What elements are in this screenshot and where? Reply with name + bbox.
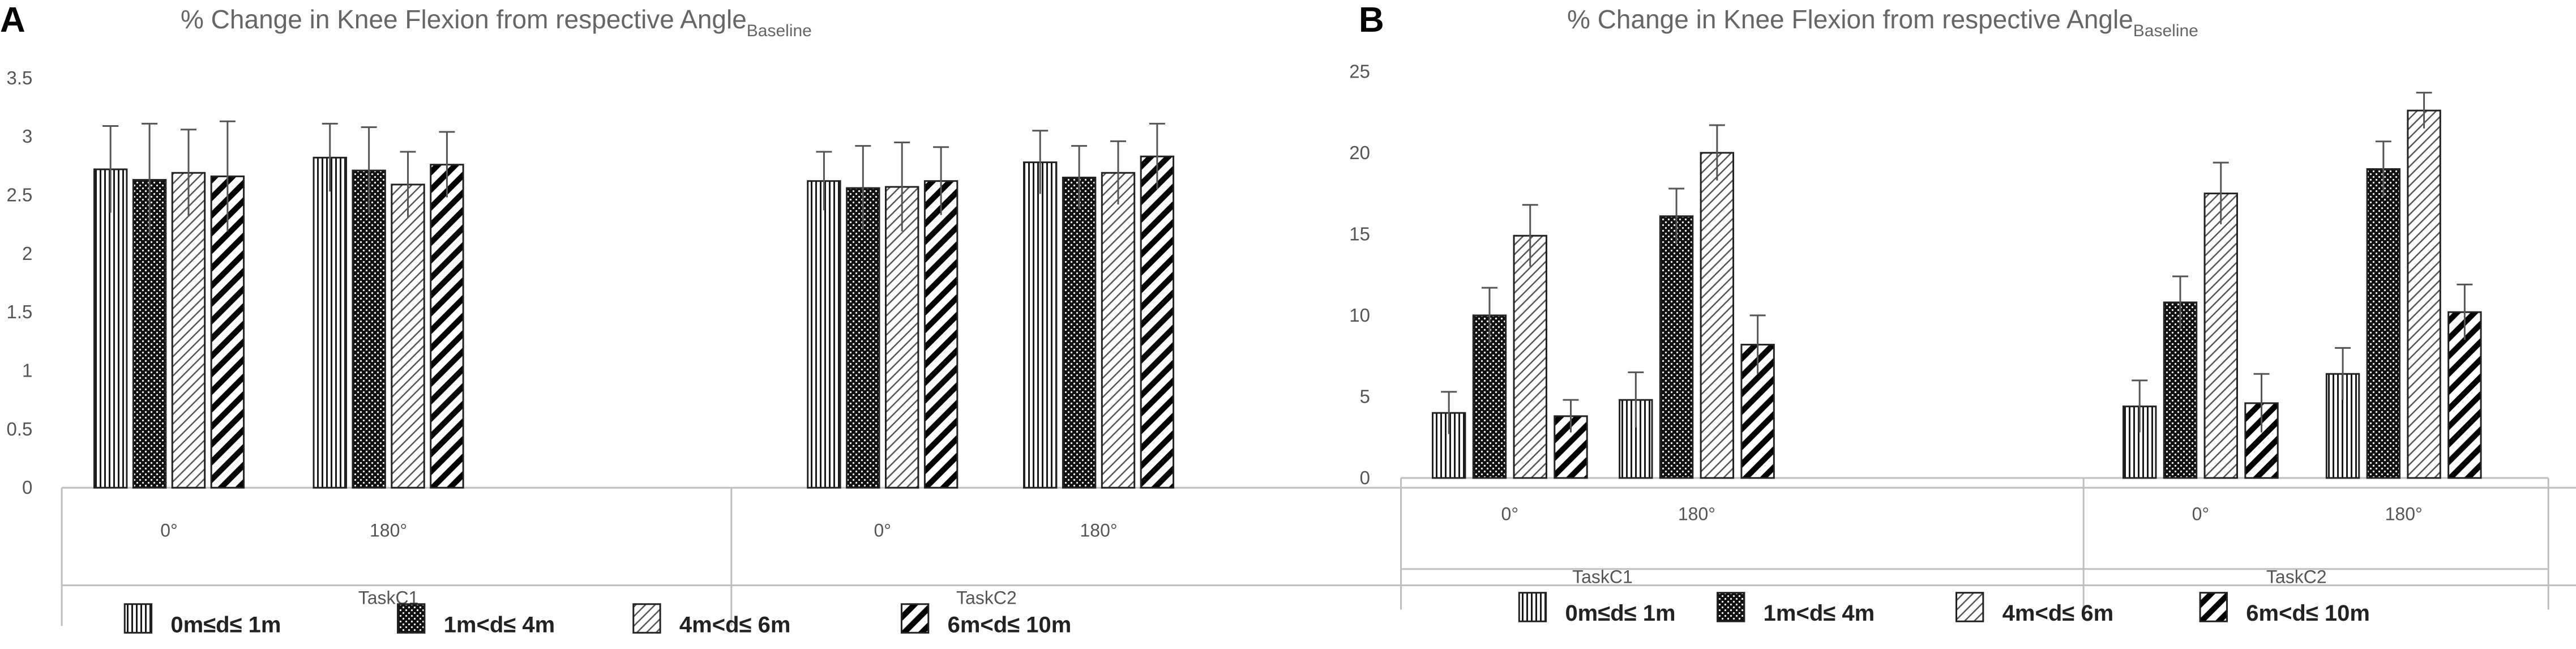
legend-label: 1m<d≤ 4m bbox=[444, 612, 555, 637]
angle-label: 0° bbox=[1501, 504, 1519, 524]
panel-a: A % Change in Knee Flexion from respecti… bbox=[0, 1, 2576, 637]
y-tick-label: 10 bbox=[1349, 305, 1370, 326]
y-tick-label: 3 bbox=[22, 126, 32, 147]
error-bars bbox=[1441, 92, 2473, 434]
bar bbox=[1700, 152, 1735, 479]
chart-title: % Change in Knee Flexion from respective… bbox=[181, 5, 812, 40]
bar bbox=[1659, 215, 1694, 479]
angle-label: 180° bbox=[2385, 504, 2423, 524]
angle-label: 180° bbox=[1678, 504, 1715, 524]
category-labels: 0° 180° TaskC1 0° 180° TaskC2 bbox=[1501, 504, 2423, 587]
y-tick-label: 0 bbox=[1360, 467, 1370, 488]
angle-label: 0° bbox=[160, 520, 178, 540]
bar bbox=[2447, 311, 2482, 479]
y-axis-ticks: 0 0.5 1 1.5 2 2.5 3 3.5 bbox=[7, 67, 33, 498]
legend-label: 4m<d≤ 6m bbox=[679, 612, 790, 637]
bar bbox=[2407, 109, 2441, 479]
y-tick-label: 0 bbox=[22, 477, 32, 498]
angle-label: 0° bbox=[2192, 504, 2210, 524]
error-bars bbox=[102, 120, 1165, 236]
bar bbox=[885, 186, 919, 489]
bar bbox=[132, 179, 167, 489]
task-label: TaskC2 bbox=[956, 588, 1017, 608]
y-tick-label: 20 bbox=[1349, 142, 1370, 163]
bar bbox=[391, 183, 425, 489]
bar bbox=[807, 180, 841, 489]
bar bbox=[1023, 161, 1058, 489]
y-tick-label: 15 bbox=[1349, 223, 1370, 244]
chart-title-main: % Change in Knee Flexion from respective… bbox=[1567, 5, 2133, 34]
panel-b: B % Change in Knee Flexion from respecti… bbox=[1349, 1, 2549, 626]
legend-swatch bbox=[900, 603, 930, 634]
y-tick-label: 5 bbox=[1360, 386, 1370, 407]
y-axis-ticks: 0 5 10 15 20 25 bbox=[1349, 61, 1370, 488]
bar bbox=[2203, 193, 2238, 479]
bar bbox=[313, 156, 347, 489]
legend-label: 0m≤d≤ 1m bbox=[1565, 601, 1675, 626]
angle-label: 180° bbox=[1080, 520, 1117, 540]
legend-swatch bbox=[123, 603, 153, 634]
angle-label: 0° bbox=[874, 520, 891, 540]
bar bbox=[2163, 301, 2198, 479]
chart-title: % Change in Knee Flexion from respective… bbox=[1567, 5, 2198, 40]
legend-label: 1m<d≤ 4m bbox=[1764, 601, 1875, 626]
legend-swatch bbox=[1955, 592, 1984, 622]
legend-swatch bbox=[1717, 592, 1745, 622]
legend-label: 6m<d≤ 10m bbox=[948, 612, 1072, 637]
chart-title-subscript: Baseline bbox=[2133, 22, 2198, 40]
legend: 0m≤d≤ 1m 1m<d≤ 4m 4m<d≤ 6m 6m<d≤ 10m bbox=[1518, 592, 2370, 626]
legend-swatch bbox=[397, 603, 426, 634]
bar bbox=[923, 180, 958, 489]
bar bbox=[2366, 168, 2401, 479]
bar bbox=[171, 172, 206, 489]
task-label: TaskC1 bbox=[1572, 566, 1633, 587]
axes bbox=[61, 486, 2576, 626]
panel-label: B bbox=[1359, 1, 1384, 40]
axes bbox=[1400, 477, 2549, 610]
y-tick-label: 2.5 bbox=[7, 184, 33, 205]
y-tick-label: 0.5 bbox=[7, 419, 33, 439]
bars bbox=[1431, 109, 2482, 479]
legend-swatch bbox=[632, 603, 661, 634]
chart-title-subscript: Baseline bbox=[747, 22, 812, 40]
y-tick-label: 1 bbox=[22, 360, 32, 381]
legend-label: 6m<d≤ 10m bbox=[2246, 601, 2370, 626]
legend-label: 0m≤d≤ 1m bbox=[170, 612, 281, 637]
bar bbox=[1101, 172, 1136, 489]
legend-label: 4m<d≤ 6m bbox=[2002, 601, 2113, 626]
legend: 0m≤d≤ 1m 1m<d≤ 4m 4m<d≤ 6m 6m<d≤ 10m bbox=[123, 603, 1072, 637]
task-label: TaskC2 bbox=[2266, 566, 2327, 587]
bar bbox=[846, 187, 880, 489]
angle-label: 180° bbox=[370, 520, 407, 540]
y-tick-label: 2 bbox=[22, 243, 32, 264]
bar bbox=[1062, 176, 1097, 489]
y-tick-label: 25 bbox=[1349, 61, 1370, 82]
y-tick-label: 3.5 bbox=[7, 67, 33, 88]
legend-swatch bbox=[1518, 592, 1547, 622]
bar bbox=[1513, 234, 1547, 479]
bar bbox=[1140, 155, 1175, 489]
bars bbox=[93, 155, 1175, 489]
chart-title-main: % Change in Knee Flexion from respective… bbox=[181, 5, 747, 34]
bar bbox=[430, 164, 464, 489]
legend-swatch bbox=[2199, 592, 2228, 622]
bar bbox=[352, 169, 386, 489]
panel-label: A bbox=[0, 1, 25, 40]
y-tick-label: 1.5 bbox=[7, 301, 33, 322]
bar bbox=[93, 168, 128, 489]
